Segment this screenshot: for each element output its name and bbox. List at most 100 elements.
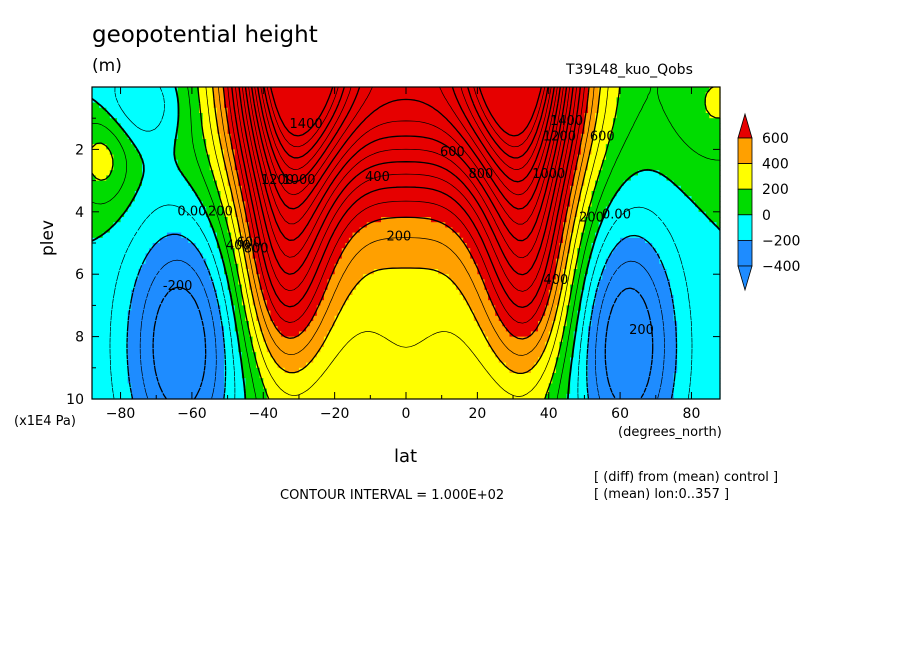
- field-cell: [580, 300, 596, 306]
- field-cell: [609, 201, 696, 208]
- field-cell: [670, 284, 721, 291]
- field-cell: [241, 196, 571, 202]
- field-cell: [252, 243, 346, 249]
- field-cell: [595, 232, 721, 239]
- field-cell: [666, 175, 721, 182]
- field-cell: [252, 336, 264, 343]
- field-cell: [273, 357, 314, 364]
- field-cell: [106, 175, 143, 182]
- field-cell: [587, 159, 603, 166]
- field-cell: [498, 315, 543, 322]
- field-cell: [259, 321, 275, 327]
- field-cell: [316, 352, 496, 358]
- field-cell: [466, 300, 493, 306]
- field-cell: [216, 300, 232, 306]
- field-cell: [138, 269, 211, 275]
- field-cell: [584, 175, 600, 182]
- field-cell: [134, 284, 214, 291]
- field-cell: [605, 144, 721, 150]
- field-cell: [612, 196, 693, 202]
- field-cell: [323, 336, 489, 343]
- field-cell: [587, 373, 675, 379]
- field-cell: [224, 269, 239, 275]
- field-cell: [92, 373, 129, 379]
- contour-label: 200: [579, 211, 604, 226]
- field-cell: [92, 113, 111, 119]
- field-cell: [677, 321, 721, 327]
- contour-line: [91, 86, 721, 400]
- field-cell: [127, 367, 225, 374]
- field-cell: [670, 279, 721, 286]
- field-cell: [220, 248, 236, 254]
- field-cell: [92, 321, 129, 327]
- field-cell: [587, 102, 600, 109]
- mean-note: [ (mean) lon:0..357 ]: [594, 487, 730, 502]
- field-cell: [348, 295, 464, 301]
- y-tick-label: 8: [75, 330, 84, 346]
- field-cell: [480, 326, 507, 332]
- diff-note: [ (diff) from (mean) control ]: [594, 470, 779, 485]
- field-cell: [352, 289, 461, 296]
- field-cell: [505, 326, 539, 332]
- field-cell: [673, 310, 721, 317]
- field-cell: [616, 113, 710, 119]
- field-cell: [141, 180, 189, 187]
- contour-line: [126, 233, 678, 400]
- colorbar-segment: [737, 214, 753, 241]
- field-cell: [177, 159, 211, 166]
- field-cell: [495, 305, 546, 312]
- field-cell: [252, 253, 343, 260]
- field-cell: [177, 133, 204, 140]
- field-cell: [566, 321, 578, 327]
- field-cell: [227, 113, 586, 119]
- field-cell: [227, 170, 239, 176]
- field-cell: [188, 237, 218, 244]
- field-cell: [199, 248, 222, 254]
- field-cell: [92, 211, 125, 218]
- field-cell: [124, 211, 207, 218]
- field-cell: [234, 305, 247, 312]
- contour-label: 1200: [261, 173, 294, 188]
- field-cell: [555, 357, 571, 364]
- x-tick-label: −20: [320, 406, 350, 422]
- field-cell: [234, 154, 578, 161]
- field-cell: [587, 97, 600, 104]
- field-cell: [559, 352, 575, 358]
- contour-line: [212, 86, 602, 375]
- field-cell: [580, 243, 593, 249]
- field-cell: [234, 253, 247, 260]
- field-cell: [92, 263, 143, 270]
- field-cell: [131, 295, 218, 301]
- field-cell: [252, 248, 343, 254]
- contour-label: 200: [386, 229, 411, 244]
- field-cell: [231, 243, 243, 249]
- field-cell: [555, 305, 568, 312]
- field-cell: [677, 331, 721, 338]
- field-cell: [587, 165, 603, 171]
- field-cell: [563, 326, 578, 332]
- field-cell: [313, 357, 500, 364]
- field-cell: [545, 310, 557, 317]
- field-cell: [488, 341, 546, 348]
- field-cell: [595, 118, 614, 124]
- field-cell: [477, 321, 503, 327]
- field-cell: [548, 289, 561, 296]
- field-cell: [92, 222, 115, 228]
- field-cell: [238, 180, 575, 187]
- field-cell: [691, 196, 721, 202]
- field-cell: [220, 253, 236, 260]
- field-cell: [231, 139, 582, 145]
- field-cell: [92, 310, 129, 317]
- field-cell: [92, 149, 111, 156]
- field-cell: [673, 300, 721, 306]
- field-cell: [463, 295, 489, 301]
- field-cell: [202, 113, 218, 119]
- field-cell: [598, 284, 671, 291]
- field-cell: [559, 347, 575, 353]
- field-cell: [270, 352, 318, 358]
- field-cell: [92, 393, 132, 400]
- field-cell: [220, 315, 236, 322]
- field-cell: [587, 263, 607, 270]
- field-cell: [652, 243, 721, 249]
- field-cell: [124, 128, 179, 135]
